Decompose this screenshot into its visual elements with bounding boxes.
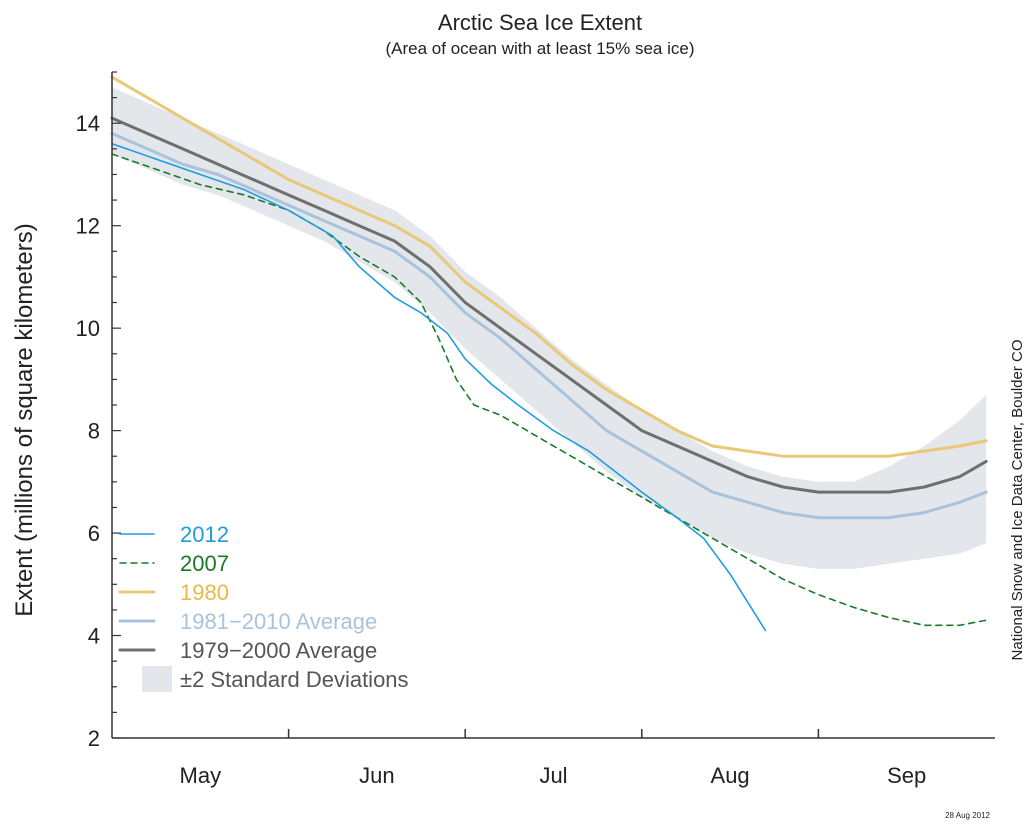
- x-tick-label: May: [180, 763, 222, 788]
- series-line-2012: [111, 142, 767, 632]
- y-tick-label: 12: [76, 214, 100, 239]
- y-tick-label: 6: [88, 521, 100, 546]
- date-stamp: 28 Aug 2012: [945, 811, 990, 820]
- chart-subtitle: (Area of ocean with at least 15% sea ice…: [386, 39, 695, 58]
- y-tick-label: 8: [88, 419, 100, 444]
- x-tick-label: Jul: [539, 763, 567, 788]
- y-axis-label: Extent (millions of square kilometers): [11, 223, 38, 616]
- std-dev-band: [112, 87, 987, 569]
- legend-label-2007: 2007: [180, 551, 229, 576]
- series-line-1981-2010-average: [110, 132, 988, 520]
- y-axis: 2 4 6 8 10 12 14: [76, 71, 121, 751]
- plot-area: [110, 75, 988, 632]
- y-tick-label: 14: [76, 111, 100, 136]
- chart-title: Arctic Sea Ice Extent: [438, 10, 642, 35]
- series-line-1980: [110, 75, 988, 458]
- y-tick-label: 4: [88, 624, 100, 649]
- x-tick-label: Jun: [359, 763, 394, 788]
- series-line-1979-2000-average: [110, 116, 988, 494]
- y-tick-label: 2: [88, 726, 100, 751]
- x-tick-label: Sep: [887, 763, 926, 788]
- legend: 2012 2007 1980 1981−2010 Average 1979−2000 A…: [118, 522, 409, 692]
- legend-label-1981-2010-average: 1981−2010 Average: [180, 609, 377, 634]
- legend-label-1979-2000-average: 1979−2000 Average: [180, 638, 377, 663]
- x-tick-label: Aug: [711, 763, 750, 788]
- legend-swatch-std-dev: [142, 666, 172, 692]
- legend-label-1980: 1980: [180, 580, 229, 605]
- y-tick-label: 10: [76, 316, 100, 341]
- legend-label-std-dev: ±2 Standard Deviations: [180, 667, 409, 692]
- legend-label-2012: 2012: [180, 522, 229, 547]
- x-axis: May Jun Jul Aug Sep: [112, 729, 995, 788]
- credit-text: National Snow and Ice Data Center, Bould…: [1009, 339, 1025, 660]
